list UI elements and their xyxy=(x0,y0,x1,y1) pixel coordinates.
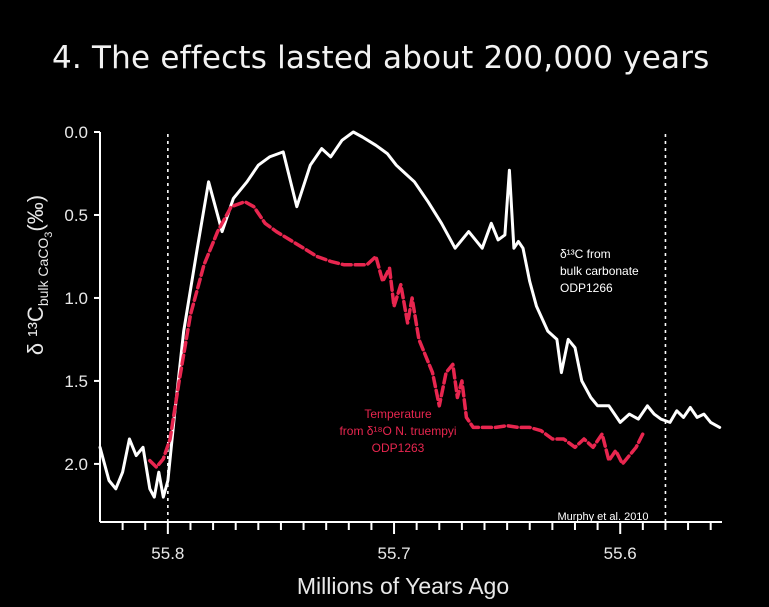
series-label-line: from δ¹⁸O N. truempyi xyxy=(339,424,456,438)
series-labels: δ¹³C from bulk carbonate ODP1266 Temperatur… xyxy=(339,247,639,455)
y-tick-label: 0.0 xyxy=(64,123,88,142)
series-label-line: ODP1263 xyxy=(372,441,425,455)
y-tick-label: 1.5 xyxy=(64,372,88,391)
y-axis-label: δ ¹³Cbulk CaCO3(‰) xyxy=(23,195,55,355)
y-tick-label: 2.0 xyxy=(64,455,88,474)
y-tick-label: 1.0 xyxy=(64,289,88,308)
x-ticks: 55.8 55.7 55.6 xyxy=(121,522,712,563)
axes: 55.8 55.7 55.6 0.0 0.5 1.0 1.5 2.0 xyxy=(64,123,722,563)
carbon-isotope-line xyxy=(98,130,722,499)
series-label-line: ODP1266 xyxy=(560,281,613,295)
temperature-line xyxy=(148,199,645,469)
series-label-line: bulk carbonate xyxy=(560,264,639,278)
x-tick-label: 55.7 xyxy=(377,544,410,563)
y-axis-label-sub2: 3 xyxy=(43,232,55,238)
y-tick-label: 0.5 xyxy=(64,206,88,225)
y-axis-label-sub: bulk CaCO xyxy=(35,238,51,307)
citation-annotation: Murphy et al. 2010 xyxy=(557,511,648,523)
x-tick-label: 55.6 xyxy=(604,544,637,563)
vertical-markers xyxy=(167,134,667,522)
y-ticks: 0.0 0.5 1.0 1.5 2.0 xyxy=(64,123,100,474)
y-axis-label-unit: (‰) xyxy=(23,195,48,232)
series-label-line: δ¹³C from xyxy=(560,247,611,261)
series-label-line: Temperature xyxy=(364,407,432,421)
series-layer xyxy=(98,130,722,499)
slide-title: 4. The effects lasted about 200,000 year… xyxy=(52,40,710,76)
x-tick-label: 55.8 xyxy=(151,544,184,563)
temperature-series-label: Temperature from δ¹⁸O N. truempyi ODP1263 xyxy=(339,407,456,455)
x-axis-label: Millions of Years Ago xyxy=(297,573,509,599)
y-axis-label-main: δ ¹³C xyxy=(23,306,48,355)
carbon-series-label: δ¹³C from bulk carbonate ODP1266 xyxy=(560,247,639,295)
